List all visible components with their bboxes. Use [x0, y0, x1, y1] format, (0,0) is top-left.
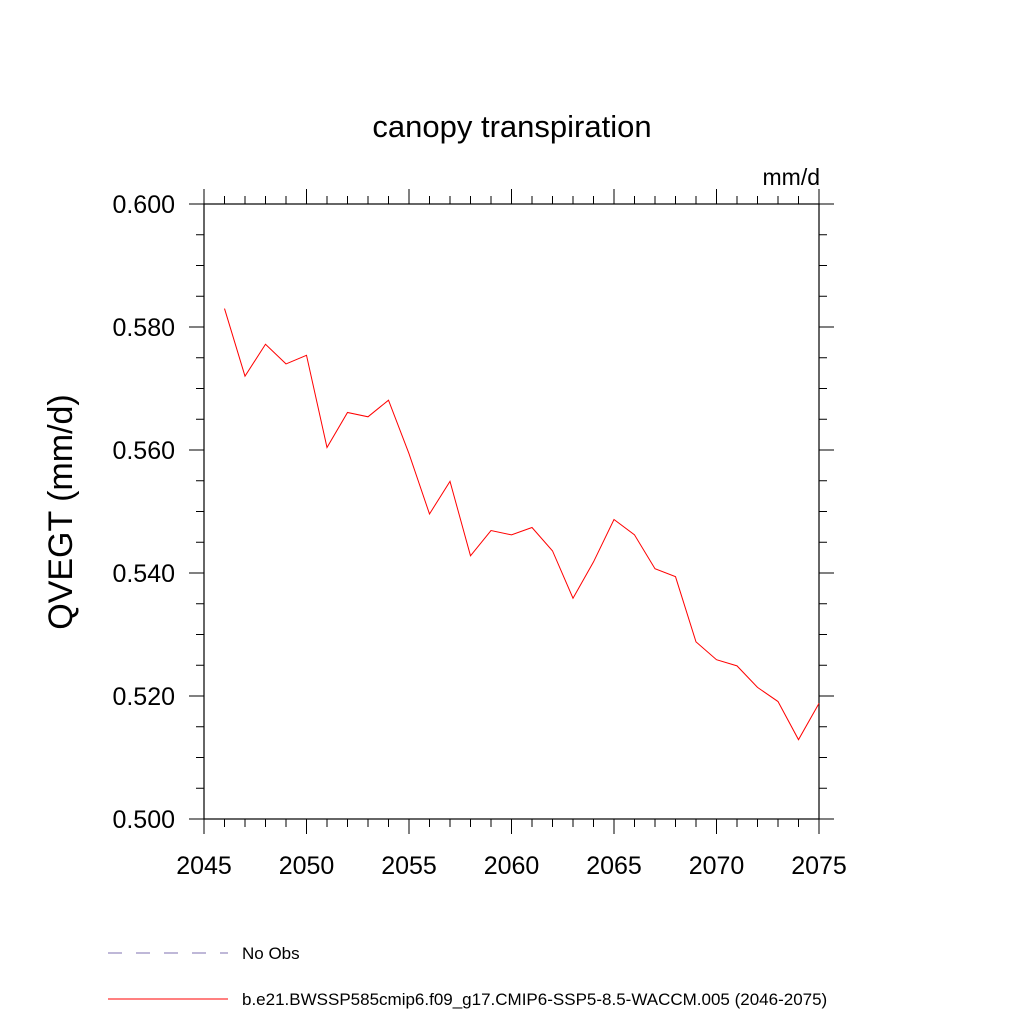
- y-tick-label: 0.500: [112, 806, 175, 834]
- units-label: mm/d: [763, 164, 821, 190]
- plot-frame: [203, 203, 820, 820]
- x-tick-label: 2070: [689, 852, 745, 880]
- x-tick-label: 2060: [484, 852, 540, 880]
- x-tick-label: 2055: [381, 852, 437, 880]
- x-tick-label: 2045: [176, 852, 232, 880]
- x-tick-label: 2075: [791, 852, 847, 880]
- axis-ticks: [189, 189, 834, 834]
- chart-title: canopy transpiration: [372, 109, 651, 144]
- y-tick-label: 0.580: [112, 314, 175, 342]
- axis-tick-labels: 2045 2050 2055 2060 2065 2070 2075 0.500 0.520 0.…: [112, 191, 846, 880]
- y-tick-label: 0.540: [112, 560, 175, 588]
- y-axis-label: QVEGT (mm/d): [42, 394, 80, 630]
- legend-label: b.e21.BWSSP585cmip6.f09_g17.CMIP6-SSP5-8…: [242, 990, 827, 1009]
- y-tick-label: 0.520: [112, 683, 175, 711]
- y-tick-label: 0.560: [112, 437, 175, 465]
- legend-label: No Obs: [242, 944, 300, 963]
- series-line: [224, 308, 820, 741]
- x-tick-label: 2050: [279, 852, 335, 880]
- legend: No Obs b.e21.BWSSP585cmip6.f09_g17.CMIP6-…: [108, 944, 827, 1009]
- y-tick-label: 0.600: [112, 191, 175, 219]
- series-layer: [224, 308, 820, 741]
- x-tick-label: 2065: [586, 852, 642, 880]
